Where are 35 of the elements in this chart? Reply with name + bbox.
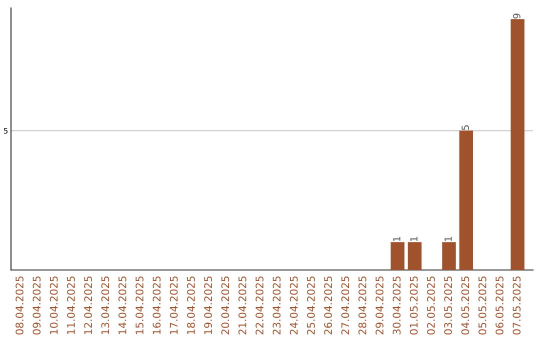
x-tick-label: 09.04.2025	[32, 276, 41, 335]
x-tick-label: 13.04.2025	[101, 276, 110, 334]
data-label: 1	[393, 236, 400, 242]
x-tick-label: 21.04.2025	[238, 276, 246, 334]
x-tick-label: 07.05.2025	[512, 276, 521, 335]
x-tick-label: 05.05.2025	[478, 276, 486, 335]
data-label: 9	[513, 14, 520, 19]
x-tick-label: 10.04.2025	[50, 276, 58, 334]
x-tick-label: 30.04.2025	[392, 276, 401, 334]
x-tick-label: 02.05.2025	[427, 276, 435, 335]
x-tick-label: 29.04.2025	[376, 276, 384, 334]
x-tick-label: 28.04.2025	[358, 276, 366, 334]
x-tick-label: 16.04.2025	[152, 276, 161, 334]
x-tick-label: 18.04.2025	[187, 276, 195, 334]
x-tick-label: 23.04.2025	[272, 276, 281, 334]
x-tick-label: 01.05.2025	[410, 276, 418, 335]
x-tick-label: 24.04.2025	[290, 276, 298, 334]
x-tick-label: 08.04.2025	[16, 276, 24, 335]
x-tick-label: 20.04.2025	[221, 276, 230, 334]
x-tick-label: 17.04.2025	[170, 276, 178, 334]
x-tick-label: 11.04.2025	[67, 276, 75, 334]
data-label: 1	[410, 236, 418, 242]
x-tick-label: 25.04.2025	[307, 276, 315, 334]
data-label: 5	[462, 125, 469, 130]
x-tick-label: 04.05.2025	[461, 276, 470, 335]
x-tick-label: 26.04.2025	[324, 276, 332, 334]
x-tick-label: 06.05.2025	[496, 276, 504, 335]
x-tick-label: 03.05.2025	[444, 276, 452, 335]
x-tick-label: 27.04.2025	[341, 276, 350, 334]
x-tick-label: 12.04.2025	[84, 276, 92, 334]
x-tick-label: 22.04.2025	[256, 276, 264, 334]
x-tick-label: 14.04.2025	[118, 276, 126, 334]
x-tick-label: 15.04.2025	[136, 276, 144, 334]
data-label: 1	[444, 236, 452, 242]
x-tick-label: 19.04.2025	[204, 276, 212, 334]
